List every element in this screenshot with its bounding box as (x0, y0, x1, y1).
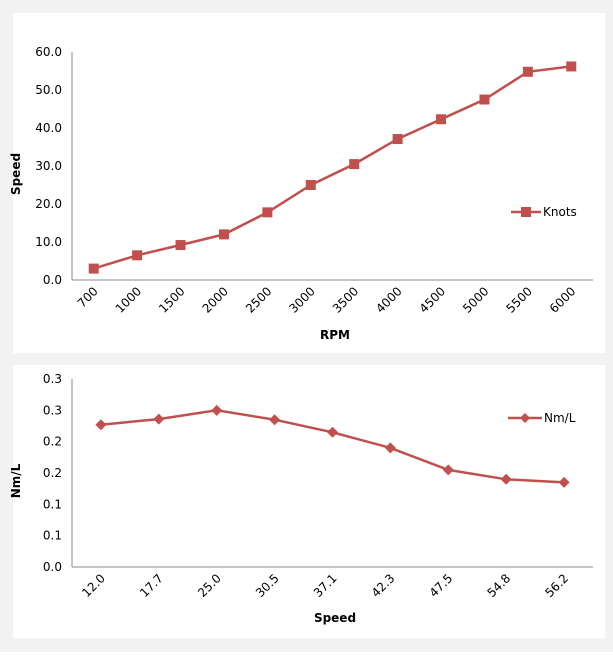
chart-2-area (13, 365, 605, 638)
chart-1-x-axis-label: RPM (320, 328, 350, 342)
chart-1-data-point (436, 114, 446, 124)
chart-1-data-point (523, 67, 533, 77)
chart-1-y-tick-label: 0.0 (43, 273, 62, 287)
chart-1-y-tick-label: 60.0 (35, 45, 62, 59)
chart-1-data-point (479, 95, 489, 105)
chart-1-data-point (262, 207, 272, 217)
chart-2-y-tick-label: 0.1 (43, 497, 62, 511)
chart-1-y-tick-label: 10.0 (35, 235, 62, 249)
chart-1-y-tick-label: 20.0 (35, 197, 62, 211)
chart-1-data-point (393, 134, 403, 144)
chart-1-legend-label: Knots (543, 205, 577, 219)
chart-1-data-point (219, 229, 229, 239)
chart-2-y-tick-label: 0.2 (43, 435, 62, 449)
chart-2-x-axis-label: Speed (314, 611, 356, 625)
chart-1-y-tick-label: 50.0 (35, 83, 62, 97)
chart-1-data-point (306, 180, 316, 190)
chart-1-y-tick-label: 30.0 (35, 159, 62, 173)
chart-1-legend-marker (521, 207, 531, 217)
chart-2-y-tick-label: 0.0 (43, 560, 62, 574)
chart-2-y-tick-label: 0.3 (43, 403, 62, 417)
chart-1-y-axis-label: Speed (9, 153, 23, 195)
chart-1-data-point (176, 240, 186, 250)
chart-1-data-point (349, 159, 359, 169)
chart-2-legend-label: Nm/L (544, 411, 576, 425)
chart-1-data-point (89, 264, 99, 274)
chart-2-y-tick-label: 0.3 (43, 372, 62, 386)
chart-2-y-tick-label: 0.2 (43, 466, 62, 480)
chart-1-data-point (132, 250, 142, 260)
chart-2-y-tick-label: 0.1 (43, 529, 62, 543)
chart-1-y-tick-label: 40.0 (35, 121, 62, 135)
chart-2-y-axis-label: Nm/L (9, 463, 23, 498)
chart-1-data-point (566, 61, 576, 71)
